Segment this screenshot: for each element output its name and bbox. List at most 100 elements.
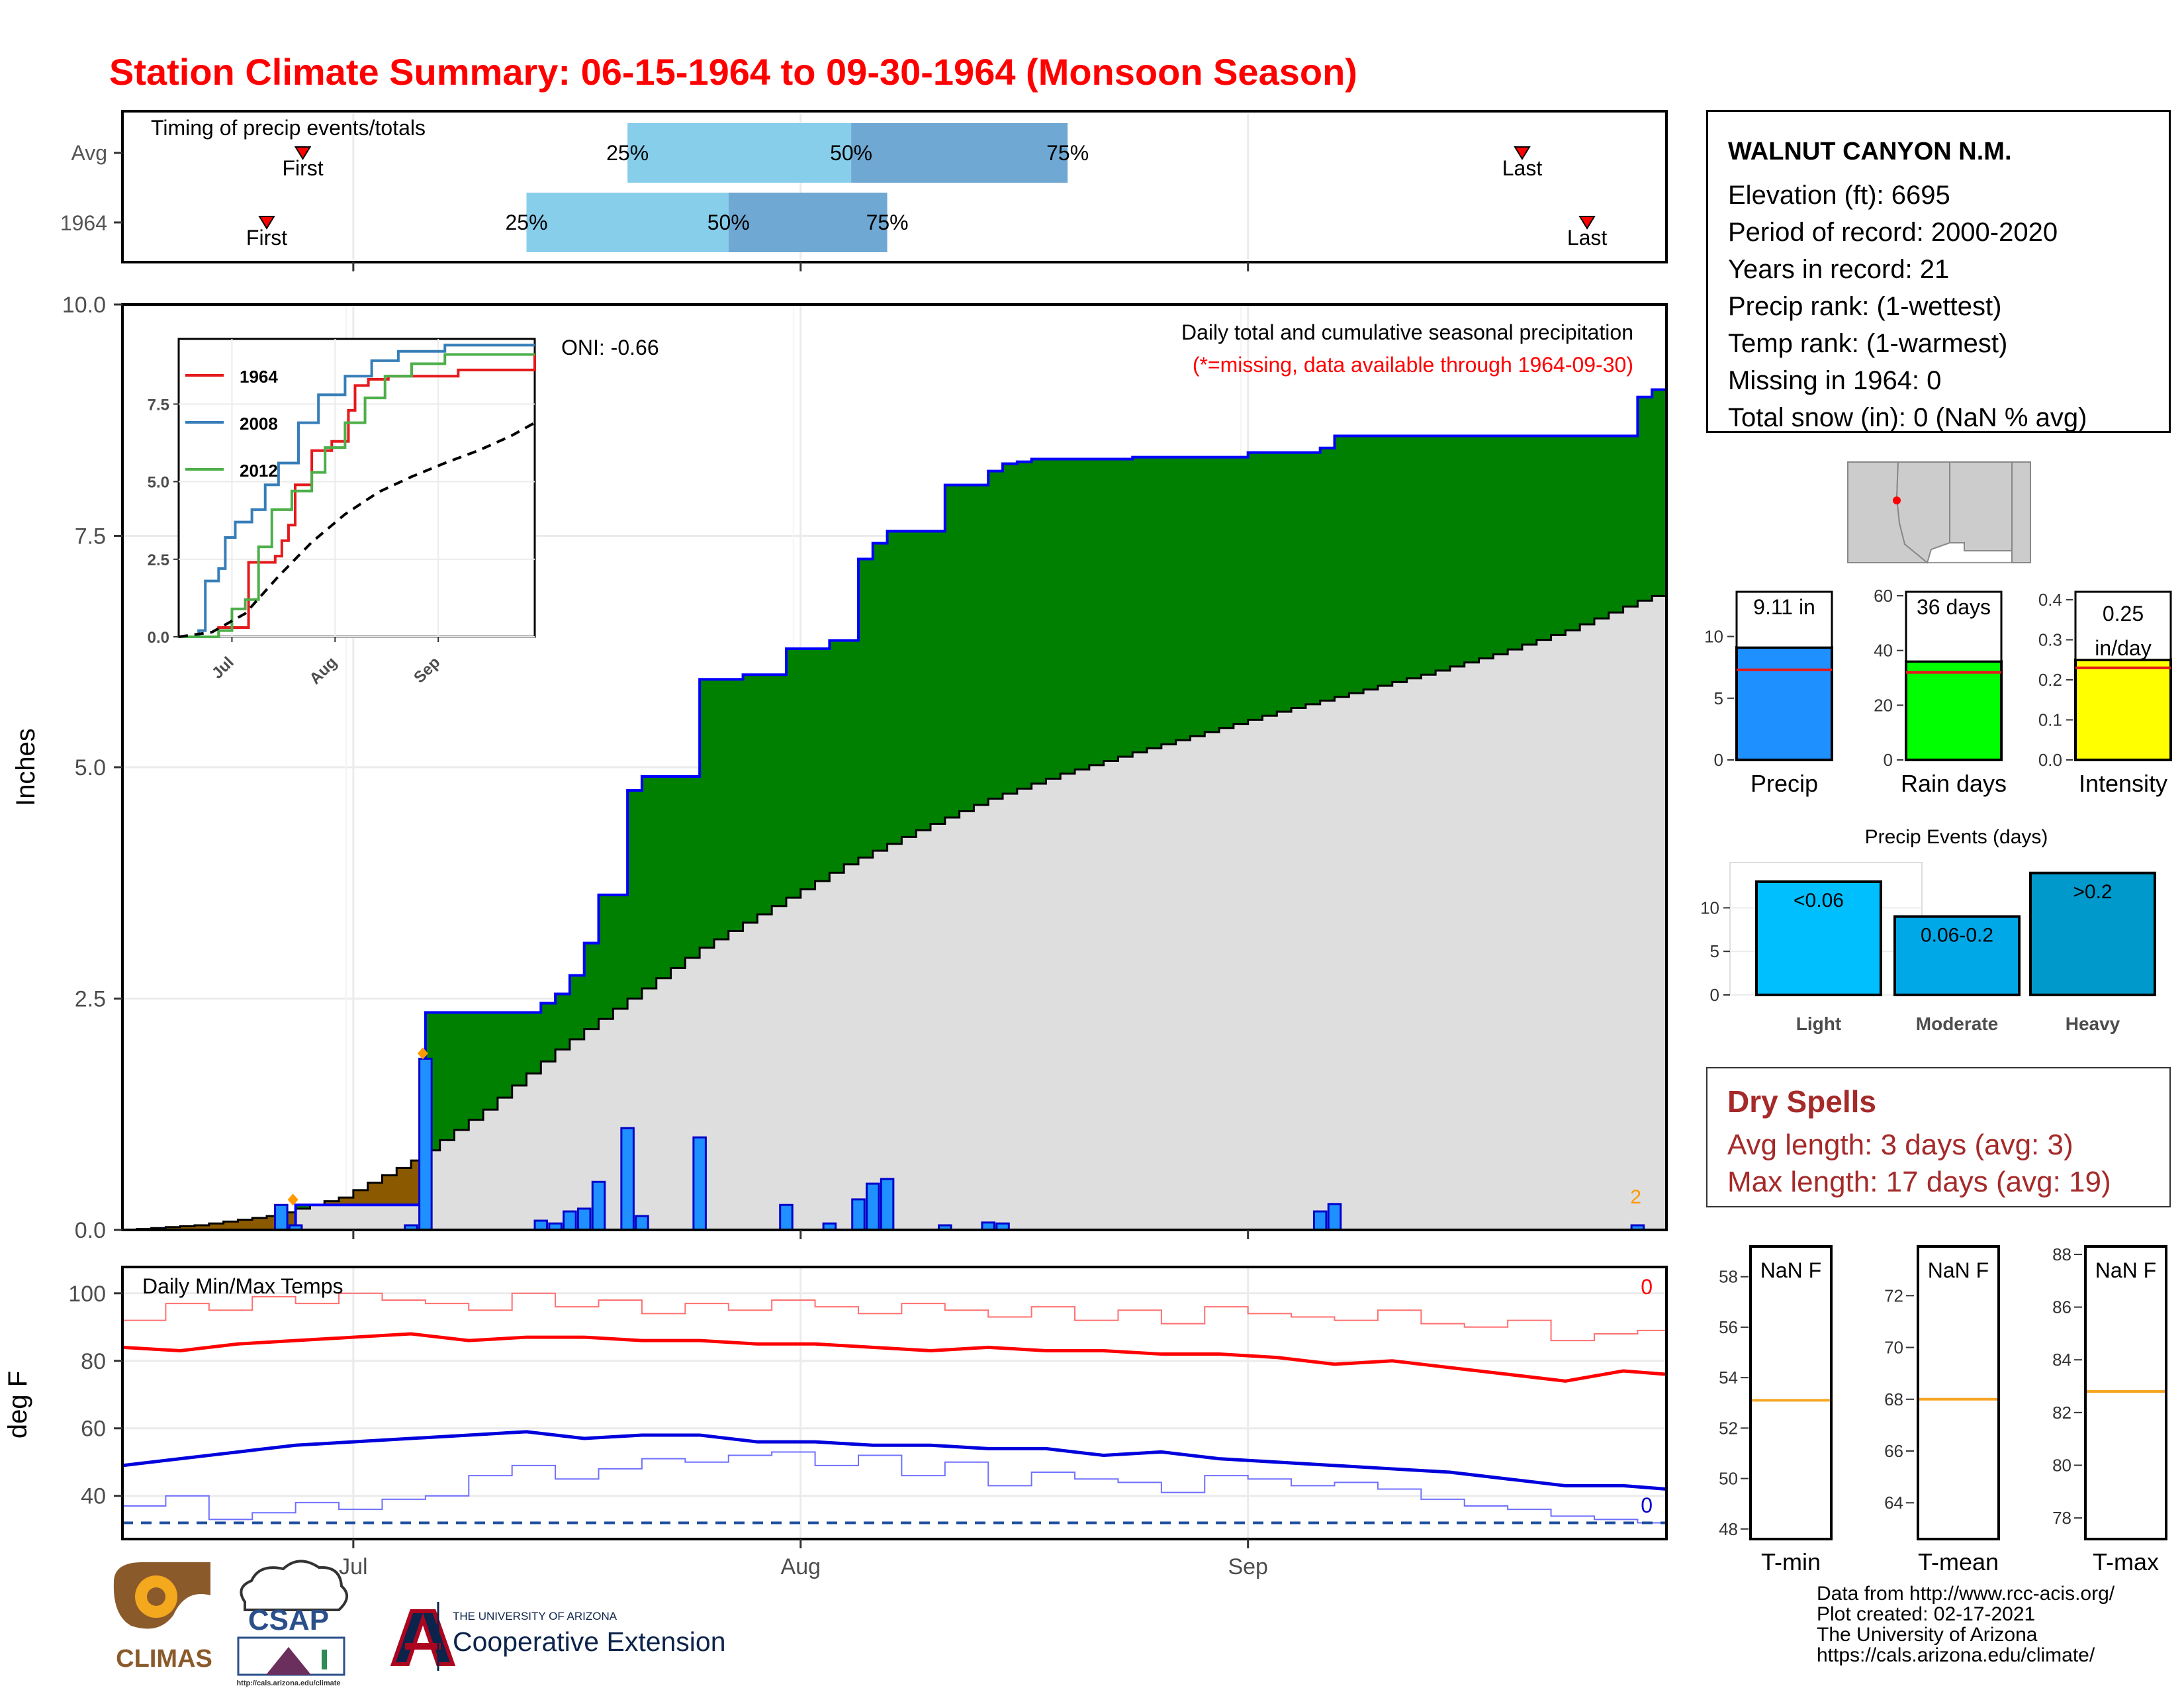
summary-bar-1: [1905, 660, 2003, 762]
temp-y-tick-label-1: 60: [81, 1417, 106, 1442]
daily-precip-bar-4: [533, 1219, 549, 1231]
precip-y-tick-label-0: 0.0: [75, 1218, 106, 1243]
ua-logo: THE UNIVERSITY OF ARIZONA Cooperative Ex…: [390, 1602, 726, 1671]
events-bar-0: [1755, 880, 1882, 997]
inset-y-tick-label-3: 7.5: [148, 396, 169, 414]
max-count: 0: [1641, 1275, 1653, 1299]
cumulative-precip-line: [122, 387, 1668, 1231]
precip-y-axis-title: Inches: [11, 728, 40, 806]
station-total-snow: Total snow (in): 0 (NaN % avg): [1728, 403, 2087, 432]
climas-logo: CLIMAS: [113, 1562, 212, 1673]
timing-first-label-1: First: [246, 226, 287, 250]
temp-box-tick-label-1-4: 72: [1884, 1286, 1903, 1305]
timing-last-marker-0: [1514, 146, 1531, 160]
page-title: Station Climate Summary: 06-15-1964 to 0…: [109, 51, 1357, 93]
daily-max-1964-line: [122, 1292, 1666, 1342]
inset-line-2012: [179, 353, 535, 638]
events-y-tick-label-2: 10: [1700, 898, 1719, 917]
inset-line-2008: [179, 344, 535, 638]
station-name: WALNUT CANYON N.M.: [1728, 138, 2012, 165]
timing-first-marker-1: [258, 216, 275, 230]
station-elevation: Elevation (ft): 6695: [1728, 181, 1950, 210]
events-plot: 0 5 10 <0.06 Light 0.06-0.2 Moderate >0.2 Heavy: [1700, 871, 2156, 1034]
ua-logo-small-text: THE UNIVERSITY OF ARIZONA: [453, 1610, 617, 1622]
station-temp-rank: Temp rank: (1-warmest): [1728, 329, 2008, 358]
summary-bar-tick-label-1-0: 0: [1884, 750, 1893, 770]
station-info-panel: WALNUT CANYON N.M. Elevation (ft): 6695 …: [1706, 110, 2171, 433]
inset-y-tick-label-2: 5.0: [148, 474, 169, 492]
precip-y-tick-label-4: 10.0: [62, 293, 106, 318]
average-precip-line: [122, 591, 1668, 1231]
summary-bar-tick-label-2-2: 0.2: [2038, 670, 2062, 690]
csap-logo-cactus: [322, 1650, 327, 1669]
inset-frame: [177, 338, 536, 638]
summary-bars: 9.11 in 0 5 10 Precip 36 days 0 20 40 60 Rain days…: [1704, 586, 2172, 797]
summary-bar-2: [2074, 658, 2172, 762]
inset-legend-label-1964: 1964: [240, 367, 278, 387]
summary-bar-tick-label-2-0: 0.0: [2038, 750, 2062, 770]
temp-box-tick-label-2-1: 80: [2052, 1456, 2071, 1476]
daily-precip-bar-0: [274, 1203, 289, 1231]
timing-bars: 25% 50% 75% First Last 25% 50% 75% First Last: [246, 123, 1607, 271]
timing-pct-label-0-2: 75%: [1046, 141, 1089, 165]
precip-events-chart: Precip Events (days) 0 5 10 <0.06 Light 0.06-…: [1700, 826, 2156, 1034]
temp-box-tick-label-1-0: 64: [1884, 1493, 1903, 1513]
csap-logo-mountain: [266, 1647, 311, 1675]
temp-panel-background: [122, 1267, 1666, 1539]
temp-box-tick-label-2-3: 84: [2052, 1350, 2071, 1370]
daily-precip-bar-11: [692, 1136, 707, 1231]
inset-legend-label-2012: 2012: [240, 461, 278, 481]
temp-box-tick-label-0-1: 50: [1719, 1469, 1738, 1489]
summary-bar-tick-label-0-0: 0: [1714, 750, 1723, 770]
summary-bar-tick-label-2-4: 0.4: [2038, 590, 2062, 610]
precip-y-tick-label-3: 7.5: [75, 524, 106, 549]
dry-spells-avg: Avg length: 3 days (avg: 3): [1727, 1129, 2073, 1161]
precip-y-tick-label-2: 5.0: [75, 755, 106, 780]
station-location-marker: [1893, 496, 1901, 504]
events-y-tick-label-1: 5: [1710, 941, 1719, 961]
oni-value: ONI: -0.66: [561, 336, 659, 359]
ua-logo-big-text: Cooperative Extension: [453, 1626, 726, 1657]
logo-row: CLIMAS CSAP http://cals.arizona.edu/clim…: [113, 1560, 726, 1687]
csap-logo-text: CSAP: [248, 1604, 329, 1636]
csap-logo-url: http://cals.arizona.edu/climate: [236, 1679, 340, 1687]
precip-y-axis: 0.0 2.5 5.0 7.5 10.0: [62, 293, 1250, 1243]
temp-box-tick-label-0-4: 56: [1719, 1317, 1738, 1337]
timing-last-label-1: Last: [1567, 226, 1608, 250]
daily-precip-bar-21: [1327, 1203, 1342, 1231]
temp-box-tick-label-1-1: 66: [1884, 1441, 1903, 1461]
avg-max-temp-line: [122, 1332, 1667, 1383]
average-precip-area: [122, 591, 1666, 1230]
temp-box-tick-label-0-5: 58: [1719, 1267, 1738, 1287]
events-category-0: Light: [1796, 1013, 1841, 1034]
timing-bar-q1-0: [627, 123, 852, 183]
summary-bar-tick-label-2-1: 0.1: [2038, 710, 2062, 730]
daily-precip-bar-7: [576, 1207, 592, 1231]
daily-precip-bar-6: [563, 1210, 577, 1231]
climas-logo-center: [147, 1587, 165, 1606]
daily-min-1964-line: [122, 1451, 1667, 1526]
temp-plot: [122, 1292, 1667, 1526]
timing-pct-label-1-1: 50%: [707, 211, 750, 234]
events-bar-label-1: 0.06-0.2: [1921, 925, 1993, 947]
csap-logo-cloud: [240, 1560, 348, 1611]
csap-logo: CSAP http://cals.arizona.edu/climate: [236, 1560, 348, 1687]
summary-bar-tick-label-0-1: 5: [1714, 688, 1723, 708]
daily-precip-bar-12: [779, 1203, 794, 1231]
summary-bar-label-0: Precip: [1751, 770, 1818, 797]
inset-legend-label-2008: 2008: [240, 414, 278, 434]
timing-pct-label-0-0: 25%: [606, 141, 649, 165]
max-precip-marker-0: [287, 1194, 298, 1206]
timing-panel: 25% 50% 75% First Last 25% 50% 75% First Last Tim…: [60, 110, 1668, 271]
month-axis: Jul Aug Sep: [339, 1539, 1268, 1579]
credit-url: https://cals.arizona.edu/climate/: [1817, 1644, 2095, 1666]
temp-box-tick-label-2-0: 78: [2052, 1508, 2071, 1528]
inset-line-avg: [178, 421, 535, 638]
summary-bar-label-1: Rain days: [1901, 770, 2007, 797]
temp-box-tick-label-1-2: 68: [1884, 1389, 1903, 1409]
temp-box-tick-label-0-0: 48: [1719, 1519, 1738, 1539]
temp-box-label-0: T-min: [1761, 1548, 1821, 1575]
inset-plot: [178, 344, 536, 638]
timing-first-label-0: First: [282, 156, 323, 180]
timing-last-marker-1: [1578, 216, 1596, 230]
